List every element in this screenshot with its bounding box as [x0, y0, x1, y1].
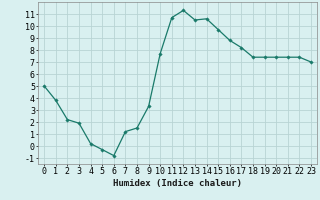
X-axis label: Humidex (Indice chaleur): Humidex (Indice chaleur) — [113, 179, 242, 188]
